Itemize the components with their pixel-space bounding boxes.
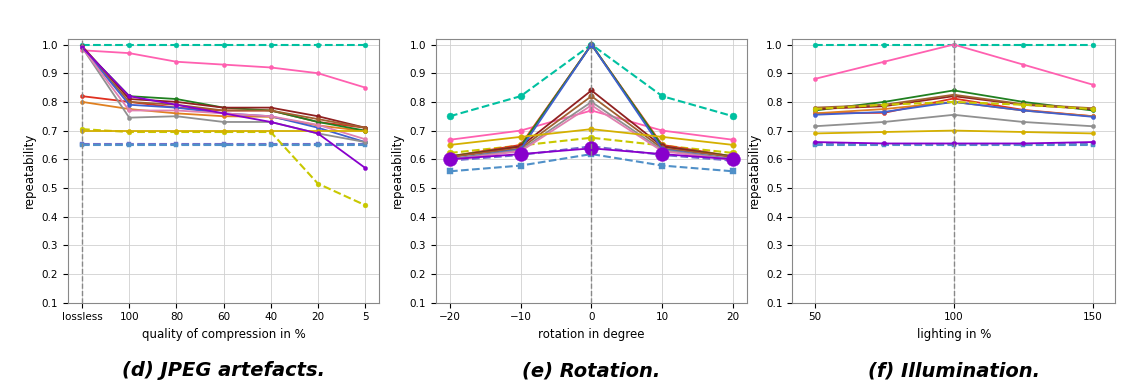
Y-axis label: repeatability: repeatability — [391, 133, 404, 208]
Y-axis label: repeatability: repeatability — [747, 133, 761, 208]
X-axis label: quality of compression in %: quality of compression in % — [142, 328, 306, 341]
X-axis label: rotation in degree: rotation in degree — [538, 328, 645, 341]
Text: (d) JPEG artefacts.: (d) JPEG artefacts. — [122, 361, 325, 380]
X-axis label: lighting in %: lighting in % — [917, 328, 990, 341]
Text: (e) Rotation.: (e) Rotation. — [522, 361, 661, 380]
Text: (f) Illumination.: (f) Illumination. — [868, 361, 1039, 380]
Y-axis label: repeatability: repeatability — [23, 133, 36, 208]
